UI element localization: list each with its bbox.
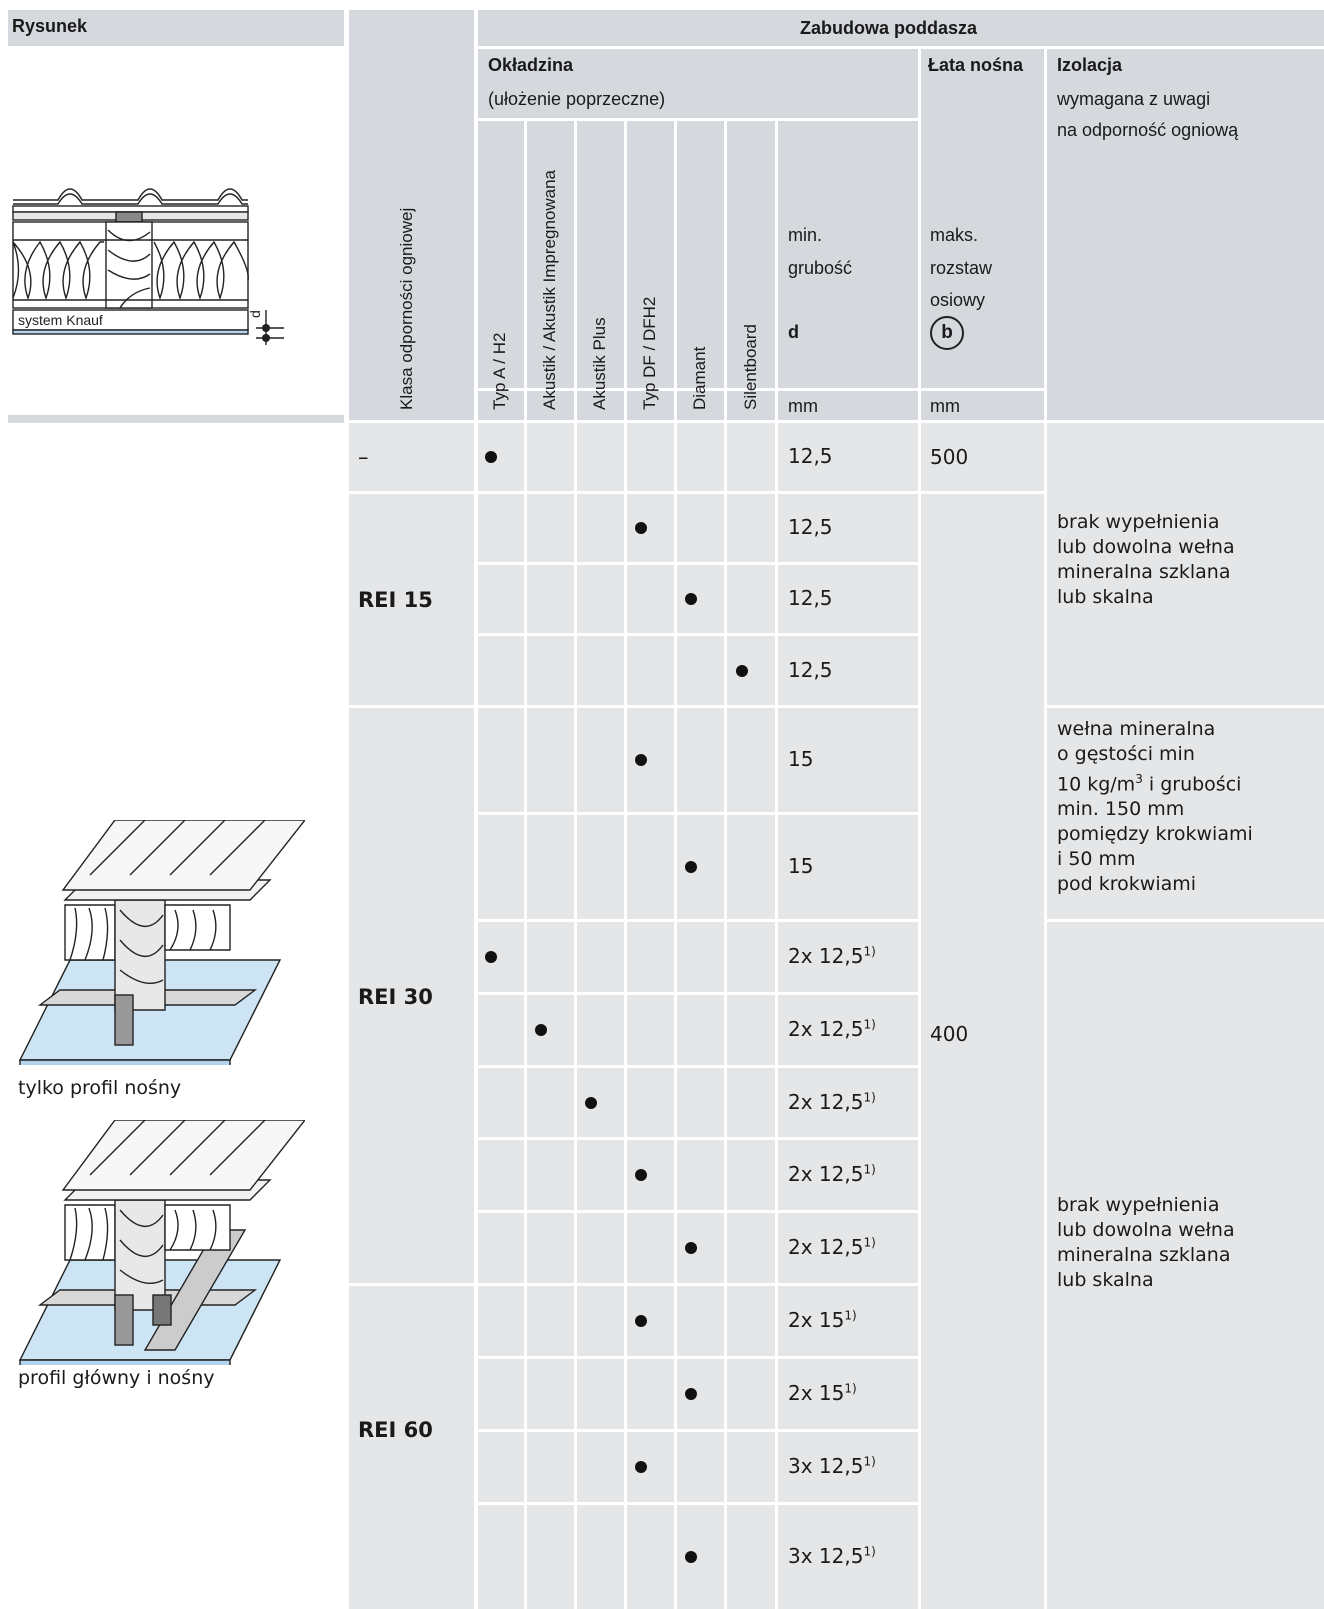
sep-zabudowa [478, 46, 1324, 49]
rysunek-label: Rysunek [12, 16, 88, 36]
class-rei15: REI 15 [358, 588, 433, 612]
row-dot [485, 451, 497, 463]
caption-carrier-only: tylko profil nośny [18, 1077, 182, 1099]
row-dot [685, 1551, 697, 1563]
row-thickness: 15 [788, 747, 814, 771]
sep-units [478, 388, 1044, 391]
lata-label: Łata nośna [928, 55, 1024, 75]
insulation-1: brak wypełnienia lub dowolna wełna miner… [1057, 511, 1235, 608]
rysunek-header: Rysunek [8, 10, 344, 46]
izolacja-sub2: na odporność ogniową [1057, 120, 1239, 140]
row-dot [635, 1169, 647, 1181]
col-akustik-plus: Akustik Plus [590, 317, 609, 410]
row-dot [635, 522, 647, 534]
row-thickness: 3x 12,51) [788, 1454, 876, 1478]
row-thickness: 3x 12,51) [788, 1544, 876, 1568]
col-akustik: Akustik / Akustik Impregnowana [540, 169, 559, 410]
table-header [349, 10, 1324, 420]
insulation-2: wełna mineralna o gęstości min 10 kg/m3 … [1057, 718, 1253, 896]
row-dot [635, 754, 647, 766]
row-dot [685, 861, 697, 873]
row-dot [685, 1388, 697, 1400]
class-none: – [358, 445, 369, 469]
mm-label-2: mm [930, 396, 960, 416]
row-thickness: 2x 12,51) [788, 1162, 876, 1186]
row-thickness: 2x 12,51) [788, 1235, 876, 1259]
row-dot [485, 951, 497, 963]
mm-label-1: mm [788, 396, 818, 416]
row-dot [685, 593, 697, 605]
spacing-400: 400 [930, 1022, 969, 1046]
spacing-500: 500 [930, 445, 969, 469]
izolacja-label: Izolacja [1057, 55, 1123, 75]
row-thickness: 2x 12,51) [788, 944, 876, 968]
rozstaw-label: rozstaw [930, 258, 993, 278]
row-dot [635, 1315, 647, 1327]
row-thickness: 2x 12,51) [788, 1089, 876, 1114]
col-typ-a: Typ A / H2 [490, 332, 509, 411]
row-dot [585, 1096, 597, 1109]
col-diamant: Diamant [690, 346, 709, 410]
row-thickness: 12,5 [788, 444, 833, 468]
col-silentboard: Silentboard [741, 323, 760, 410]
roof-section-drawing: system Knauf d [12, 188, 284, 345]
sep-okladzina [478, 118, 918, 121]
caption-main-and-carrier: profil główny i nośny [18, 1367, 215, 1389]
okladzina-label: Okładzina [488, 55, 574, 75]
row-dot [685, 1242, 697, 1254]
rysunek-bottom-bar [8, 415, 344, 423]
row-thickness: 12,5 [788, 515, 833, 539]
row-thickness: 12,5 [788, 657, 833, 682]
class-rei30: REI 30 [358, 985, 433, 1009]
zabudowa-label: Zabudowa poddasza [800, 18, 978, 38]
isometric-drawing-carrier [18, 820, 305, 1065]
izolacja-sub1: wymagana z uwagi [1057, 89, 1211, 109]
osiowy-label: osiowy [930, 290, 986, 310]
d-dimension-label: d [247, 310, 263, 318]
isometric-drawing-main-carrier [18, 1120, 305, 1365]
d-label: d [788, 322, 799, 342]
row-thickness: 2x 151) [788, 1308, 857, 1332]
maks-label: maks. [930, 225, 979, 245]
row-dot [635, 1461, 647, 1473]
row-thickness: 15 [788, 854, 814, 878]
grubosc-label: grubość [788, 258, 853, 278]
table-body [349, 423, 1324, 1609]
b-circle-label: b [930, 316, 964, 350]
row-dot [535, 1024, 547, 1036]
col-typ-df: Typ DF / DFH2 [640, 296, 659, 410]
min-label: min. [788, 225, 823, 245]
row-dot [736, 664, 748, 677]
insulation-3: brak wypełnienia lub dowolna wełna miner… [1057, 1194, 1235, 1291]
class-rei60: REI 60 [358, 1418, 433, 1442]
row-thickness: 12,5 [788, 586, 833, 610]
okladzina-sub: (ułożenie poprzeczne) [488, 89, 666, 109]
row-thickness: 2x 151) [788, 1381, 857, 1405]
row-thickness: 2x 12,51) [788, 1017, 876, 1041]
system-knauf-label: system Knauf [18, 312, 103, 328]
klasa-header: Klasa odporności ogniowej [397, 207, 416, 410]
